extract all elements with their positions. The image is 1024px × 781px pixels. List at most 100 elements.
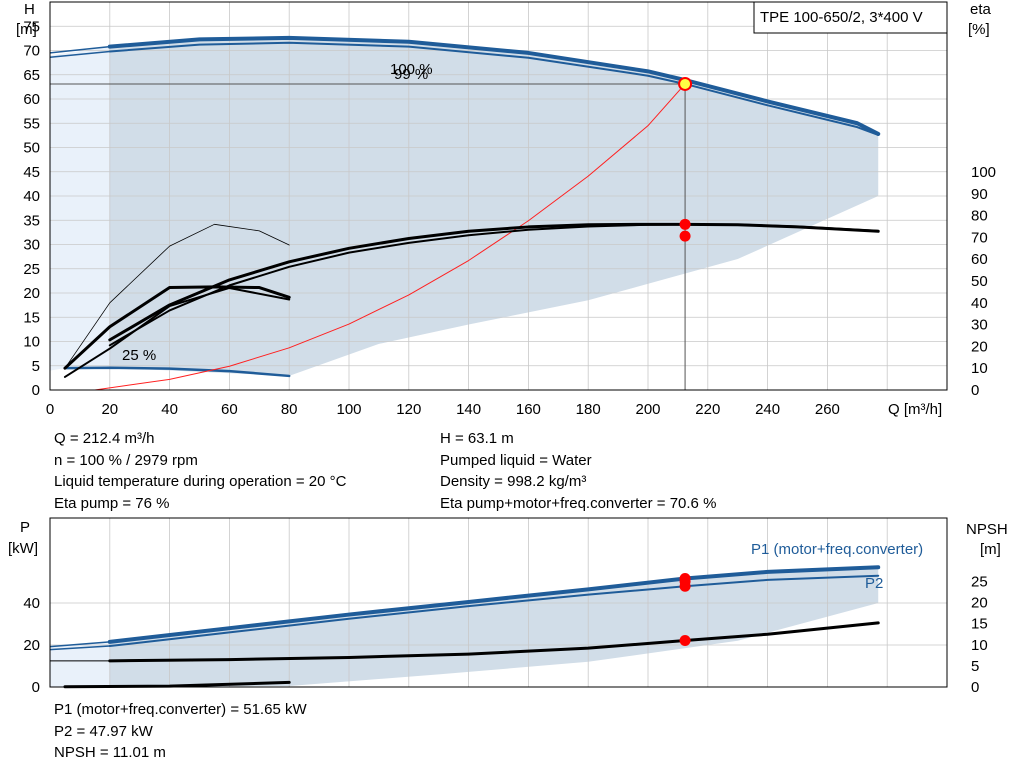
upper-grid — [50, 2, 947, 390]
h-tick-0: 0 — [32, 382, 40, 399]
pumped-liquid-readout: Pumped liquid = Water — [440, 451, 592, 469]
p1-curve-label: P1 (motor+freq.converter) — [751, 541, 923, 558]
curve-p2 — [108, 574, 880, 648]
p-tick-0: 0 — [32, 679, 40, 696]
eta-tick-80: 80 — [971, 208, 988, 225]
h-tick-60: 60 — [23, 91, 40, 108]
x-tick-160: 160 — [516, 401, 541, 418]
info-right-block: H = 63.1 m Pumped liquid = Water Density… — [440, 428, 716, 514]
curve-npsh — [108, 621, 880, 663]
x-tick-120: 120 — [396, 401, 421, 418]
curve-99 — [108, 41, 880, 136]
h-axis-unit: [m] — [16, 21, 37, 38]
h-tick-45: 45 — [23, 164, 40, 181]
curve-100 — [107, 35, 881, 136]
npsh-readout: NPSH = 11.01 m — [54, 744, 166, 761]
eta-tick-30: 30 — [971, 317, 988, 334]
eta-tick-90: 90 — [971, 186, 988, 203]
h-tick-65: 65 — [23, 67, 40, 84]
p2-stub — [49, 645, 110, 651]
h-tick-75: 75 — [23, 18, 40, 35]
x-tick-0: 0 — [46, 401, 54, 418]
p-tick-40: 40 — [23, 595, 40, 612]
h-tick-20: 20 — [23, 285, 40, 302]
x-tick-80: 80 — [281, 401, 298, 418]
q-axis-title: Q [m³/h] — [888, 401, 942, 418]
eta-tick-100: 100 — [971, 164, 996, 181]
h-tick-labels: 0 5 10 15 20 25 30 35 40 45 50 55 60 65 70 75 — [23, 18, 40, 399]
lower-curves — [49, 565, 881, 689]
npsh-axis-unit: [m] — [980, 541, 1001, 558]
eta-tick-50: 50 — [971, 273, 988, 290]
eta-tick-0: 0 — [971, 382, 979, 399]
liquid-temperature-readout: Liquid temperature during operation = 20… — [54, 473, 347, 490]
p-tick-20: 20 — [23, 637, 40, 654]
area-left-edge — [64, 51, 110, 368]
eta-tick-labels: 0 10 20 30 40 50 60 70 80 90 100 — [971, 164, 996, 399]
head-readout: H = 63.1 m — [440, 430, 514, 447]
h-tick-15: 15 — [23, 309, 40, 326]
flow-readout: Q = 212.4 m³/h — [54, 430, 155, 447]
point-eta-point-1 — [679, 218, 691, 230]
info-power-block: P1 (motor+freq.converter) = 51.65 kW P2 … — [54, 699, 307, 764]
curve-label-99: 99 % — [394, 66, 428, 83]
h-tick-5: 5 — [32, 358, 40, 375]
lower-frame — [49, 517, 948, 688]
curve-p1-motor-freq-converter — [107, 565, 881, 644]
x-tick-60: 60 — [221, 401, 238, 418]
power-area-light — [50, 641, 110, 687]
npsh-axis-title: NPSH — [966, 521, 1008, 538]
eta-tick-70: 70 — [971, 229, 988, 246]
h-tick-35: 35 — [23, 212, 40, 229]
upper-curves — [49, 35, 881, 391]
h-tick-25: 25 — [23, 261, 40, 278]
curve-eta-pump-low-speed — [63, 286, 291, 378]
eta-tick-60: 60 — [971, 251, 988, 268]
p-tick-labels: 0 20 40 — [23, 595, 40, 696]
x-tick-100: 100 — [336, 401, 361, 418]
eta-pump-readout: Eta pump = 76 % — [54, 494, 170, 512]
npsh-tick-20: 20 — [971, 595, 988, 612]
npsh-tick-0: 0 — [971, 679, 979, 696]
p1-stub — [49, 641, 110, 648]
density-readout: Density = 998.2 kg/m³ — [440, 473, 587, 490]
curve-stub-100 — [49, 45, 110, 54]
curve-label-100: 100 % — [390, 61, 433, 78]
eta-tick-10: 10 — [971, 360, 988, 377]
npsh-tick-5: 5 — [971, 658, 979, 675]
curve-eta-total-100 — [108, 222, 880, 342]
h-axis-title: H — [24, 1, 35, 18]
h-tick-70: 70 — [23, 43, 40, 60]
h-tick-40: 40 — [23, 188, 40, 205]
power-npsh-chart: 0 20 40 0 5 10 15 20 25 P [kW] NPSH [m] P1 (mot… — [8, 517, 1008, 696]
curve-25 — [63, 366, 291, 378]
info-left-block: Q = 212.4 m³/h n = 100 % / 2979 rpm Liqu… — [54, 428, 346, 514]
x-tick-260: 260 — [815, 401, 840, 418]
head-eta-chart: 0 20 40 60 80 100 120 140 160 180 200 220 240 260 051… — [16, 1, 996, 418]
chart-title: TPE 100-650/2, 3*400 V — [760, 9, 923, 26]
operating-area — [50, 37, 879, 376]
point-duty-point — [678, 76, 693, 91]
curve-eta-total-low-speed — [63, 285, 291, 370]
point-npsh-point — [679, 635, 691, 647]
point-eta-point-2 — [679, 230, 691, 242]
p2-curve-label: P2 — [865, 575, 883, 592]
speed-readout: n = 100 % / 2979 rpm — [54, 451, 198, 469]
area-main — [109, 37, 879, 376]
p-axis-unit: [kW] — [8, 540, 38, 557]
power-area — [50, 567, 879, 687]
curve-eta-thin-low-speed — [64, 223, 290, 369]
x-tick-labels: 0 20 40 60 80 100 120 140 160 180 200 220 240 260 — [46, 401, 840, 418]
h-tick-10: 10 — [23, 334, 40, 351]
eta-tick-40: 40 — [971, 295, 988, 312]
h-tick-55: 55 — [23, 115, 40, 132]
curve-system-curve — [94, 83, 686, 391]
curve-label-25: 25 % — [122, 347, 156, 364]
curve-stub-99 — [49, 50, 110, 59]
p-axis-title: P — [20, 519, 30, 536]
p1-readout: P1 (motor+freq.converter) = 51.65 kW — [54, 701, 307, 718]
h-tick-50: 50 — [23, 140, 40, 157]
x-tick-180: 180 — [576, 401, 601, 418]
upper-frame — [49, 1, 948, 391]
